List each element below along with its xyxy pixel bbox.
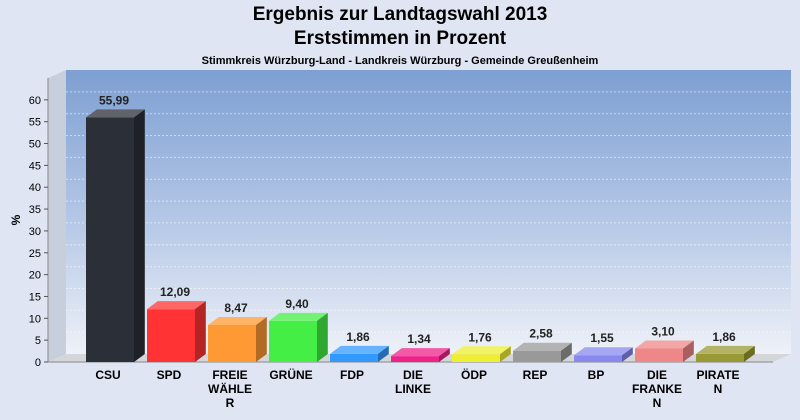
bar-top: [513, 342, 572, 351]
category-label: BP: [588, 368, 605, 382]
y-tick-label: 5: [35, 335, 41, 347]
bar-front: [391, 356, 439, 362]
bar-side: [195, 301, 206, 362]
category-label: GRÜNE: [269, 367, 312, 382]
bar: [635, 340, 694, 362]
bar-top: [391, 348, 450, 357]
value-labels: 55,99 12,09 8,47 9,40 1,86 1,34 1,76 2,58 1,55 3,…: [99, 93, 736, 346]
bar-side: [378, 345, 389, 362]
y-tick-label: 10: [29, 313, 41, 325]
category-label: ÖDP: [461, 367, 487, 382]
bar-side: [317, 312, 328, 362]
bar-top: [635, 340, 694, 349]
bar-side: [683, 340, 694, 362]
category-label: DIE FRANKE N: [632, 368, 682, 410]
bar-front: [513, 350, 561, 362]
y-axis: 0 5 10 15 20 25 30 35 40 45 50 55 60: [29, 95, 48, 369]
bar-side: [439, 348, 450, 362]
bar: [391, 348, 450, 362]
x-axis: CSU SPD FREIE WÄHLE R GRÜNE FDP DIE LINKE ÖDP REP B…: [95, 367, 739, 410]
bar-side: [561, 342, 572, 362]
bar-side: [622, 347, 633, 362]
bar-side: [256, 316, 267, 362]
y-tick-label: 50: [29, 139, 41, 151]
chart-title: Ergebnis zur Landtagswahl 2013: [252, 4, 548, 25]
chart-subtitle: Stimmkreis Würzburg-Land - Landkreis Wür…: [201, 55, 599, 67]
bar-front: [147, 309, 195, 362]
value-label: 3,10: [651, 324, 675, 338]
value-label: 55,99: [99, 93, 129, 107]
bar-front: [208, 324, 256, 362]
value-label: 9,40: [285, 297, 309, 311]
category-label: PIRATE N: [696, 368, 739, 396]
bar-top: [452, 346, 511, 355]
y-tick-label: 60: [29, 95, 41, 107]
value-label: 12,09: [160, 285, 190, 299]
bar-front: [574, 355, 622, 362]
bar-front: [86, 117, 134, 363]
bar: [147, 301, 206, 362]
bar: [86, 109, 145, 363]
value-label: 2,58: [529, 327, 553, 341]
category-label: SPD: [157, 368, 182, 382]
value-label: 1,86: [712, 330, 736, 344]
bar-top: [86, 109, 145, 118]
bar-top: [574, 347, 633, 356]
bar-top: [696, 345, 755, 354]
category-label: REP: [523, 368, 548, 382]
value-label: 1,34: [407, 332, 431, 346]
bar: [574, 347, 633, 362]
bar-top: [269, 312, 328, 321]
y-tick-label: 40: [29, 182, 41, 194]
value-label: 8,47: [224, 301, 248, 315]
y-tick-label: 55: [29, 117, 41, 129]
y-axis-label: %: [9, 214, 23, 225]
category-label: DIE LINKE: [395, 368, 431, 396]
side-wall: [48, 70, 66, 362]
category-label: CSU: [95, 368, 120, 382]
bars: [86, 109, 755, 363]
bar: [452, 346, 511, 362]
y-tick-label: 45: [29, 160, 41, 172]
bar-front: [635, 348, 683, 362]
bar: [696, 345, 755, 362]
bar-front: [330, 353, 378, 362]
bar: [208, 316, 267, 362]
bar-side: [134, 109, 145, 363]
y-tick-label: 20: [29, 270, 41, 282]
value-label: 1,86: [346, 330, 370, 344]
y-tick-label: 30: [29, 226, 41, 238]
value-label: 1,76: [468, 330, 492, 344]
value-label: 1,55: [590, 331, 614, 345]
bar-top: [208, 316, 267, 325]
bar-front: [452, 354, 500, 362]
bar-top: [147, 301, 206, 310]
bar-side: [744, 345, 755, 362]
bar-side: [500, 346, 511, 362]
bar-top: [330, 345, 389, 354]
y-tick-label: 0: [35, 357, 41, 369]
y-tick-label: 15: [29, 291, 41, 303]
category-label: FREIE WÄHLE R: [208, 368, 252, 410]
bar-front: [269, 320, 317, 362]
bar-front: [696, 353, 744, 362]
bar: [330, 345, 389, 362]
chart-title-line-2: Erststimmen in Prozent: [293, 28, 507, 49]
bar: [269, 312, 328, 362]
bar: [513, 342, 572, 362]
y-tick-label: 35: [29, 204, 41, 216]
y-tick-label: 25: [29, 248, 41, 260]
category-label: FDP: [340, 368, 364, 382]
